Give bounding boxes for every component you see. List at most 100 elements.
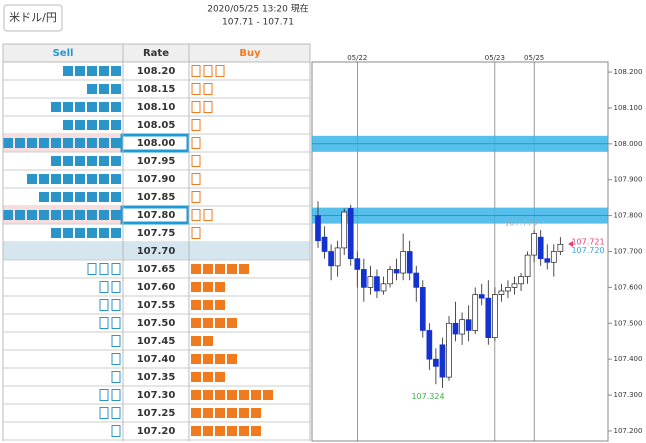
candle-body [446,322,452,378]
sell-order [87,210,97,220]
pair-button[interactable] [3,4,63,32]
sell-order [63,210,73,220]
buy-order [239,426,249,436]
buy-order [251,390,261,400]
buy-order [215,390,225,400]
rate: 107.85 [137,192,176,203]
pair-button-label[interactable]: 米ドル/円 [9,11,57,24]
annotation: 107.720 [571,246,604,255]
candle-body [400,251,406,274]
buy-order [191,282,201,292]
buy-order [215,408,225,418]
candle-body [374,276,380,292]
buy-order [203,336,213,346]
sell-order [75,228,85,238]
sell-order [111,192,121,202]
sell-order [3,210,13,220]
sell-order [15,138,25,148]
buy-order [203,282,213,292]
sell-order [63,120,73,130]
highlight-rate [120,133,190,153]
sell-order [75,156,85,166]
candle-body [518,276,524,285]
buy-order [191,390,201,400]
buy-order [239,264,249,274]
quote: 107.71 - 107.71 [222,18,294,28]
sell-order [87,66,97,76]
sell-order [111,138,121,148]
sell-order [39,138,49,148]
y-tick-label: 108.200 [614,68,643,76]
current-row [3,242,310,260]
buy-order [191,119,201,131]
candle-body [492,294,498,338]
y-tick-label: 107.500 [614,319,643,327]
rate: 107.55 [137,300,176,311]
sell-order [75,120,85,130]
candle-body [511,283,518,288]
annotation: 107.779 [504,219,537,228]
sell-order [111,389,121,401]
buy-order [203,390,213,400]
rate: 107.80 [137,210,176,221]
sell-header: Sell [53,48,74,59]
candle-body [380,283,387,292]
sell-order [51,192,61,202]
y-tick-label: 107.300 [614,391,643,399]
buy-order [203,264,213,274]
sell-order [99,120,109,130]
rate: 107.25 [137,408,176,419]
candle-body [341,211,348,249]
sell-order [27,138,37,148]
sell-order [39,192,49,202]
sell-order [51,228,61,238]
sell-order [39,174,49,184]
rate: 108.05 [137,120,176,131]
sell-order [111,317,121,329]
rate: 108.00 [137,138,176,149]
rate: 107.65 [137,264,176,275]
sell-order [111,371,121,383]
sell-order [51,210,61,220]
rate: 107.90 [137,174,176,185]
sell-order [51,102,61,112]
sell-order [3,138,13,148]
candle-body [406,251,413,274]
buy-order [191,155,201,167]
sell-order [99,192,109,202]
candle-body [439,344,446,378]
sell-order [99,228,109,238]
rate: 107.30 [137,390,176,401]
y-tick-label: 107.700 [614,248,643,256]
buy-order [191,408,201,418]
sell-order [87,138,97,148]
candle-body [531,233,538,256]
candle-body [433,358,439,367]
sell-order [75,210,85,220]
buy-order [203,209,213,221]
sell-order [99,407,109,419]
sell-order [51,156,61,166]
buy-order [203,101,213,113]
sell-order [27,210,37,220]
buy-order [227,426,237,436]
sell-order [63,156,73,166]
sell-order [51,174,61,184]
candle-body [393,269,400,274]
buy-order [215,372,225,382]
sell-order [75,174,85,184]
buy-order [191,300,201,310]
sell-order [63,192,73,202]
sell-order [15,210,25,220]
buy-order [191,336,201,346]
candle-body [361,269,367,288]
candle-body [347,208,354,260]
buy-order [203,65,213,77]
sell-order [63,228,73,238]
candle-body [478,294,485,299]
rate: 107.35 [137,372,176,383]
candle-body [557,243,564,252]
rate: 107.60 [137,282,176,293]
sell-order [111,353,121,365]
buy-order [251,426,261,436]
